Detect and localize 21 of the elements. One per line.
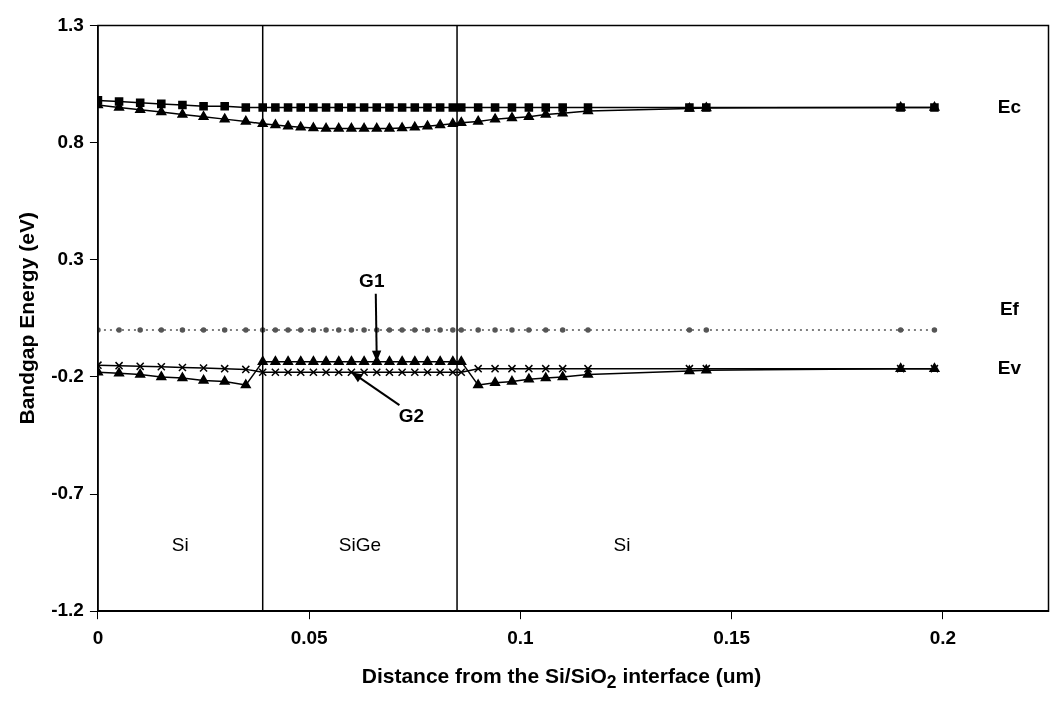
y-tick-label: 0.3 (57, 247, 84, 269)
annotation: G2 (398, 405, 425, 427)
y-tick-label: -0.7 (51, 482, 84, 504)
x-tick-label: 0.2 (929, 626, 957, 648)
text: Ec (997, 95, 1022, 117)
x-tick-label: 0 (92, 626, 104, 648)
annotation: G1 (359, 269, 385, 291)
annotation: Si (613, 534, 631, 556)
y-axis-title: Bandgap Energy (eV) (15, 212, 39, 425)
y-tick-label: 1.3 (57, 13, 84, 35)
y-tick-label: -0.2 (51, 365, 84, 387)
y-tick-label: 0.8 (57, 130, 84, 152)
x-tick-label: 0.1 (507, 626, 535, 648)
y-tick-label: -1.2 (51, 599, 84, 621)
annotation: Si (171, 534, 189, 556)
text: Ev (997, 356, 1022, 378)
x-axis-title: Distance from the Si/SiO$_{2}$ interface (um) (360, 664, 763, 694)
x-tick-label: 0.15 (713, 626, 751, 648)
text: Ef (999, 298, 1020, 320)
x-tick-label: 0.05 (290, 626, 329, 648)
annotation: SiGe (338, 534, 381, 556)
